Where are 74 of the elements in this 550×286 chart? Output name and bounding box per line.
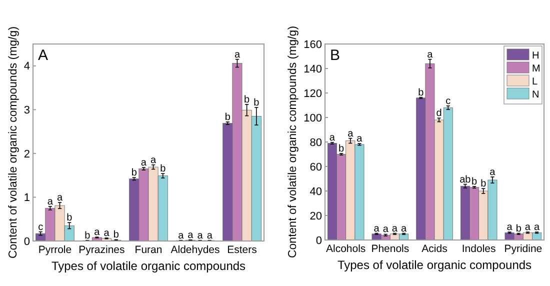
data-label: a bbox=[356, 134, 363, 145]
x-axis-title: Types of volatile organic compounds bbox=[51, 259, 246, 273]
data-label: a bbox=[234, 49, 240, 60]
x-tick-label: Pyrazines bbox=[78, 244, 125, 256]
data-label: b bbox=[224, 112, 231, 123]
x-tick-label: Furan bbox=[134, 244, 162, 256]
data-label: b bbox=[66, 212, 73, 224]
data-label: a bbox=[392, 223, 398, 234]
y-tick-label: 2 bbox=[24, 148, 30, 160]
data-label: a bbox=[56, 192, 63, 204]
data-label: a bbox=[427, 49, 434, 60]
data-label: b bbox=[418, 87, 424, 98]
y-tick-label: 120 bbox=[304, 88, 322, 100]
y-tick-label: 140 bbox=[304, 63, 322, 76]
x-tick-label: Esters bbox=[227, 244, 257, 256]
data-label: a bbox=[329, 132, 336, 144]
data-label: b bbox=[244, 94, 250, 106]
y-tick-label: 4 bbox=[24, 60, 30, 73]
data-label: a bbox=[104, 228, 110, 239]
data-label: a bbox=[197, 230, 204, 242]
data-label: c bbox=[38, 222, 44, 233]
y-axis-title: Content of volatile organic compounds (mg/g) bbox=[8, 26, 20, 259]
y-tick-label: 60 bbox=[310, 161, 322, 174]
data-label: b bbox=[160, 164, 166, 175]
y-tick-label: 3 bbox=[24, 104, 30, 117]
data-label: b bbox=[480, 178, 487, 190]
y-tick-label: 100 bbox=[304, 112, 322, 124]
data-label: b bbox=[84, 230, 91, 242]
data-label: a bbox=[94, 227, 100, 238]
data-label: a bbox=[150, 154, 157, 166]
data-label: a bbox=[140, 157, 147, 168]
legend-label: H bbox=[532, 50, 540, 62]
data-label: a bbox=[47, 196, 54, 208]
y-tick-label: 0 bbox=[316, 234, 322, 247]
x-axis-title: Types of volatile organic compounds bbox=[337, 258, 532, 272]
legend-label: N bbox=[532, 90, 540, 100]
y-tick-label: 80 bbox=[310, 136, 322, 149]
x-tick-label: Indoles bbox=[462, 243, 496, 255]
data-label: b bbox=[472, 176, 478, 188]
x-tick-label: Pyridine bbox=[504, 243, 542, 255]
y-axis-title: Content of volatile organic compounds (mg/g) bbox=[287, 26, 300, 258]
data-label: a bbox=[348, 128, 354, 140]
data-label: b bbox=[131, 168, 138, 179]
data-label: a bbox=[178, 230, 184, 242]
chart-title: A bbox=[38, 47, 48, 64]
data-label: c bbox=[446, 96, 451, 107]
data-label: b bbox=[338, 143, 345, 154]
data-label: b bbox=[516, 223, 522, 234]
data-label: a bbox=[206, 230, 213, 242]
y-tick-label: 40 bbox=[310, 186, 322, 198]
y-tick-label: 1 bbox=[24, 192, 30, 204]
y-tick-label: 160 bbox=[304, 38, 322, 51]
data-label: a bbox=[188, 230, 194, 241]
data-label: a bbox=[524, 222, 531, 234]
data-label: a bbox=[490, 166, 496, 178]
data-label: a bbox=[401, 223, 408, 234]
data-label: a bbox=[506, 222, 513, 234]
x-tick-label: Phenols bbox=[371, 243, 410, 255]
data-label: a bbox=[534, 222, 540, 234]
x-tick-label: Acids bbox=[422, 243, 448, 255]
data-label: a bbox=[374, 223, 380, 234]
x-tick-label: Pyrrole bbox=[38, 244, 72, 256]
legend-label: M bbox=[532, 64, 540, 74]
x-tick-label: Aldehydes bbox=[170, 244, 220, 256]
chart-title: B bbox=[330, 47, 340, 64]
data-label: a bbox=[382, 224, 389, 236]
legend-label: L bbox=[532, 76, 538, 88]
data-label: b bbox=[254, 97, 260, 108]
y-tick-label: 0 bbox=[24, 236, 30, 248]
data-label: b bbox=[113, 230, 120, 241]
y-tick-label: 20 bbox=[310, 210, 322, 222]
x-tick-label: Alcohols bbox=[326, 243, 366, 255]
data-label: ab bbox=[460, 174, 472, 186]
data-label: d bbox=[436, 108, 442, 120]
